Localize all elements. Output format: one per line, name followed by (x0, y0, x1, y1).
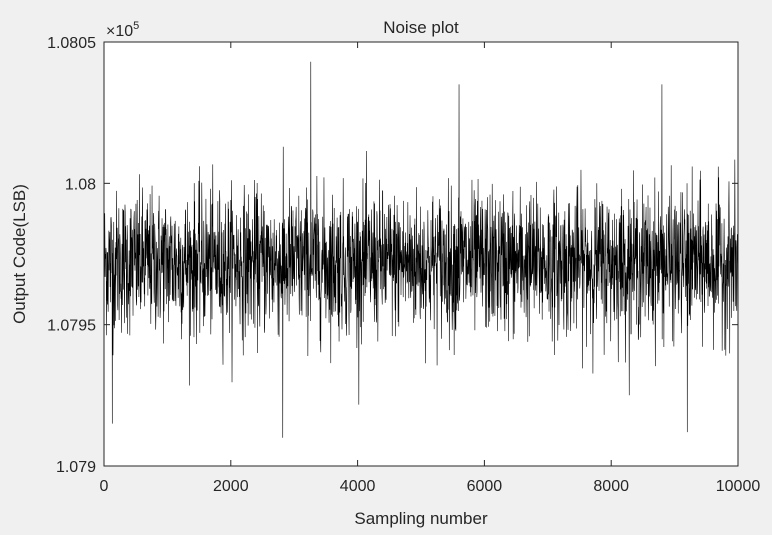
x-tick-label: 6000 (467, 478, 503, 495)
x-tick-label: 8000 (593, 478, 629, 495)
x-axis-label: Sampling number (354, 509, 488, 528)
x-tick-label: 4000 (340, 478, 376, 495)
y-tick-label: 1.0805 (47, 35, 96, 52)
x-tick-label: 0 (100, 478, 109, 495)
x-tick-label: 10000 (716, 478, 761, 495)
y-tick-label: 1.08 (65, 176, 96, 193)
noise-series-line (103, 61, 739, 438)
y-tick-label: 1.079 (56, 459, 96, 476)
x-tick-label: 2000 (213, 478, 249, 495)
axes-box (103, 41, 739, 467)
y-multiplier-base: ×10 (106, 23, 133, 40)
y-tick-label: 1.0795 (47, 318, 96, 335)
y-axis-label: Output Code(LSB) (10, 184, 29, 324)
chart-title: Noise plot (383, 18, 459, 37)
y-multiplier-exponent: 5 (133, 20, 139, 32)
y-multiplier: ×105 (106, 20, 139, 40)
